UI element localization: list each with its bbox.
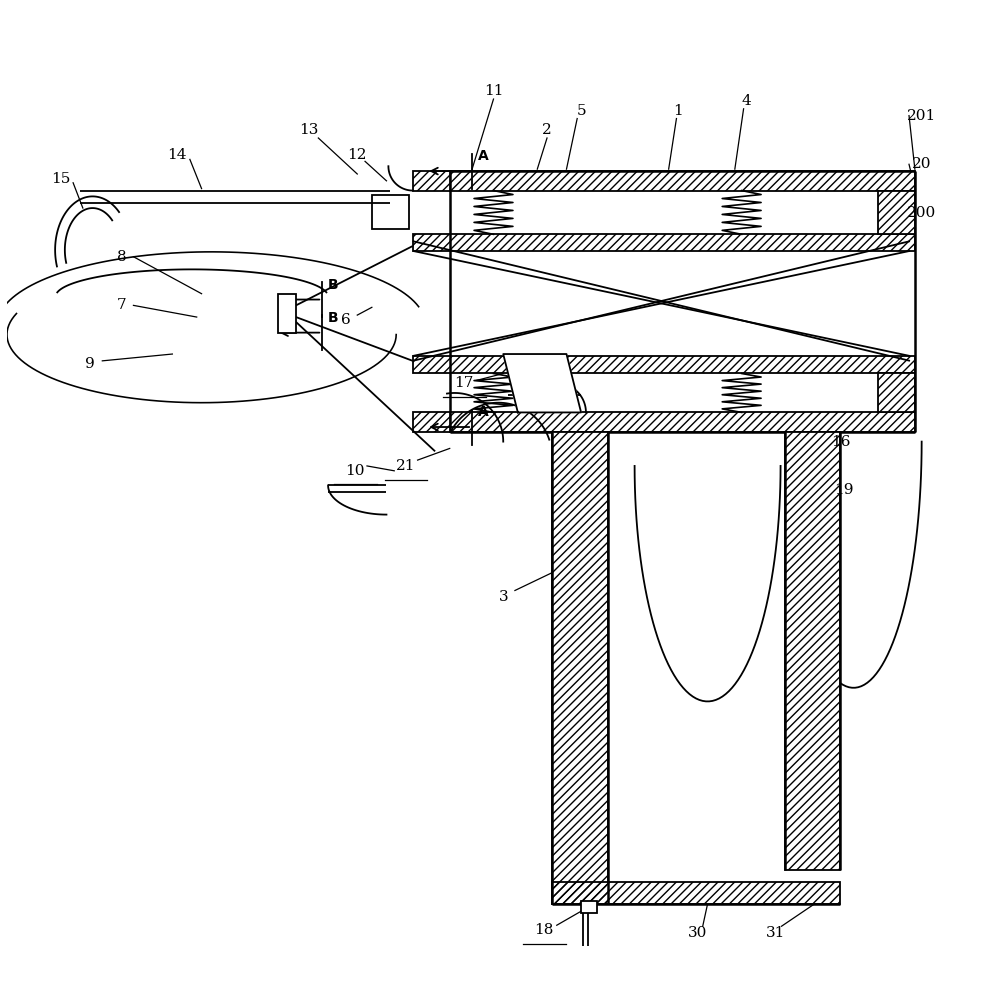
Text: 20: 20 [911, 157, 931, 171]
Text: 2: 2 [541, 123, 551, 137]
Text: 201: 201 [906, 109, 936, 123]
Text: 7: 7 [116, 298, 126, 312]
Text: 16: 16 [830, 435, 850, 449]
Bar [450, 171, 914, 191]
Bar [551, 882, 839, 904]
Text: 18: 18 [533, 923, 553, 937]
Text: B: B [327, 311, 338, 325]
Bar [877, 191, 914, 234]
Text: 17: 17 [455, 376, 473, 390]
Text: 6: 6 [340, 313, 350, 327]
Text: B: B [327, 278, 338, 292]
Text: 9: 9 [85, 357, 95, 371]
Bar [412, 234, 914, 251]
Text: A: A [477, 149, 488, 163]
Text: 11: 11 [483, 84, 503, 98]
Bar [450, 412, 914, 432]
Bar [450, 171, 914, 191]
Text: 13: 13 [299, 123, 317, 137]
Text: 30: 30 [687, 926, 707, 940]
Text: 12: 12 [347, 148, 367, 162]
Text: 5: 5 [576, 104, 586, 118]
Text: 4: 4 [740, 94, 750, 108]
Bar [412, 412, 450, 432]
Text: 14: 14 [168, 148, 186, 162]
Bar [551, 432, 607, 904]
Bar [581, 901, 597, 913]
Bar [372, 195, 408, 229]
Bar [412, 412, 450, 432]
Text: 8: 8 [116, 250, 126, 264]
Bar [877, 191, 914, 234]
Text: 15: 15 [50, 172, 70, 186]
Bar [412, 356, 914, 373]
Bar [412, 234, 914, 251]
Text: 10: 10 [345, 464, 365, 478]
Bar [450, 412, 914, 432]
Bar [278, 294, 296, 333]
Bar [551, 882, 839, 904]
Text: 31: 31 [765, 926, 785, 940]
Bar [877, 373, 914, 412]
Text: A: A [477, 405, 488, 419]
Bar [551, 432, 607, 904]
Bar [785, 432, 839, 870]
Text: 1: 1 [672, 104, 682, 118]
Bar [412, 171, 450, 191]
Bar [412, 171, 450, 191]
Bar [412, 356, 914, 373]
Bar [877, 373, 914, 412]
Polygon shape [503, 354, 581, 412]
Text: 200: 200 [906, 206, 936, 220]
Text: 19: 19 [833, 483, 853, 497]
Bar [785, 432, 839, 870]
Text: 3: 3 [498, 590, 508, 604]
Text: 21: 21 [395, 459, 415, 473]
